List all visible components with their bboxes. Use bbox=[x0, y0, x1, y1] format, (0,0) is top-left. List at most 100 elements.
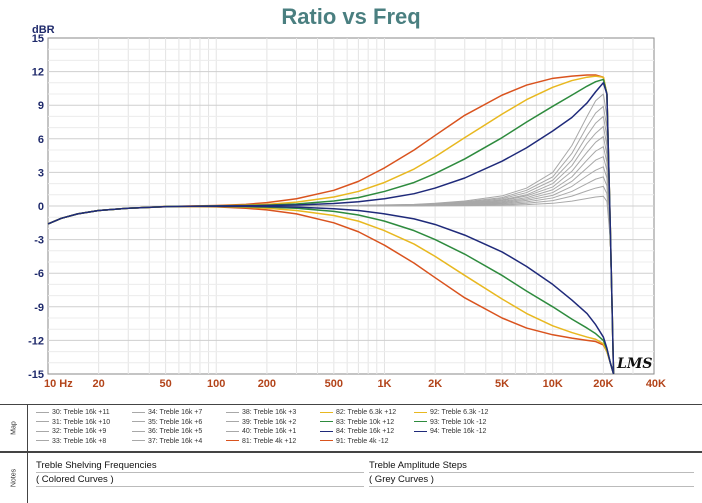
legend-swatch bbox=[36, 411, 49, 413]
x-tick-label: 50 bbox=[159, 378, 171, 390]
legend-item: 94: Treble 16k -12 bbox=[414, 427, 488, 437]
legend-item: 81: Treble 4k +12 bbox=[226, 437, 296, 447]
legend-item: 37: Treble 16k +4 bbox=[132, 437, 202, 447]
y-tick-label: -12 bbox=[28, 335, 44, 347]
legend-item: 92: Treble 6.3k -12 bbox=[414, 408, 488, 418]
legend-label: 84: Treble 16k +12 bbox=[336, 428, 395, 435]
legend-label: 92: Treble 6.3k -12 bbox=[430, 409, 489, 416]
legend-label: 81: Treble 4k +12 bbox=[242, 437, 297, 445]
x-tick-label: 1K bbox=[377, 378, 391, 390]
notes-right-line-2: ( Grey Curves ) bbox=[369, 474, 434, 485]
x-tick-label: 40K bbox=[646, 378, 666, 390]
x-tick-label: 2K bbox=[428, 378, 442, 390]
legend-swatch bbox=[226, 430, 239, 432]
legend-label: 38: Treble 16k +3 bbox=[242, 409, 297, 416]
legend-label: 37: Treble 16k +4 bbox=[148, 437, 203, 445]
legend-label: 33: Treble 16k +8 bbox=[52, 437, 107, 445]
legend-swatch bbox=[36, 440, 49, 442]
legend-item: 38: Treble 16k +3 bbox=[226, 408, 296, 418]
legend-label: 34: Treble 16k +7 bbox=[148, 409, 203, 416]
legend-swatch bbox=[320, 421, 333, 423]
legend-label: 39: Treble 16k +2 bbox=[242, 418, 297, 426]
notes-side-label: Notes bbox=[0, 453, 28, 503]
legend-swatch bbox=[132, 411, 145, 413]
legend-swatch bbox=[132, 440, 145, 442]
legend-label: 36: Treble 16k +5 bbox=[148, 428, 203, 435]
legend-item: 35: Treble 16k +6 bbox=[132, 418, 202, 428]
legend-swatch bbox=[320, 440, 333, 442]
x-tick-label: 200 bbox=[258, 378, 276, 390]
notes-left-rule-1 bbox=[36, 472, 364, 473]
notes-right-line-1: Treble Amplitude Steps bbox=[369, 460, 467, 471]
y-tick-label: 12 bbox=[32, 67, 44, 79]
notes-left-line-1: Treble Shelving Frequencies bbox=[36, 460, 157, 471]
legend-label: 31: Treble 16k +10 bbox=[52, 418, 111, 426]
notes-panel: Notes Treble Shelving Frequencies ( Colo… bbox=[0, 452, 702, 503]
y-tick-label: 0 bbox=[38, 201, 44, 213]
map-panel: Map 30: Treble 16k +11 31: Treble 16k +10… bbox=[0, 404, 702, 452]
legend-label: 32: Treble 16k +9 bbox=[52, 428, 107, 435]
legend-label: 82: Treble 6.3k +12 bbox=[336, 409, 397, 416]
legend-item: 31: Treble 16k +10 bbox=[36, 418, 110, 428]
legend-column-5: 92: Treble 6.3k -12 93: Treble 10k -12 94:… bbox=[414, 408, 488, 437]
notes-right-rule-1 bbox=[369, 472, 694, 473]
legend-swatch bbox=[132, 421, 145, 423]
legend-column-1: 30: Treble 16k +11 31: Treble 16k +10 32: … bbox=[36, 408, 110, 446]
notes-label: Notes bbox=[10, 468, 17, 488]
legend-label: 35: Treble 16k +6 bbox=[148, 418, 203, 426]
notes-left-line-2: ( Colored Curves ) bbox=[36, 474, 114, 485]
legend-swatch bbox=[226, 411, 239, 413]
legend-label: 83: Treble 10k +12 bbox=[336, 418, 395, 426]
legend-column-2: 34: Treble 16k +7 35: Treble 16k +6 36: Tr… bbox=[132, 408, 202, 446]
legend-item: 91: Treble 4k -12 bbox=[320, 437, 396, 447]
legend-item: 36: Treble 16k +5 bbox=[132, 427, 202, 437]
legend-label: 93: Treble 10k -12 bbox=[430, 418, 487, 426]
y-tick-label: -6 bbox=[34, 268, 44, 280]
legend-item: 33: Treble 16k +8 bbox=[36, 437, 110, 447]
legend-swatch bbox=[414, 411, 427, 413]
x-tick-label: 500 bbox=[325, 378, 343, 390]
legend-label: 91: Treble 4k -12 bbox=[336, 437, 389, 445]
legend-item: 83: Treble 10k +12 bbox=[320, 418, 396, 428]
notes-right-rule-2 bbox=[369, 486, 694, 487]
legend-swatch bbox=[226, 440, 239, 442]
ratio-vs-freq-chart: Ratio vs Freq dBR 15 12 9 6 3 0 -3 -6 -9 -12 -15 1… bbox=[28, 4, 666, 390]
x-tick-label: 20 bbox=[93, 378, 105, 390]
x-tick-label: 100 bbox=[207, 378, 225, 390]
x-tick-label: 5K bbox=[495, 378, 509, 390]
legend-item: 40: Treble 16k +1 bbox=[226, 427, 296, 437]
curve-94 bbox=[47, 205, 615, 375]
y-tick-label: -3 bbox=[34, 235, 44, 247]
lms-signature: LMS bbox=[616, 356, 652, 372]
chart-title: Ratio vs Freq bbox=[281, 4, 420, 29]
legend-swatch bbox=[320, 411, 333, 413]
legend-swatch bbox=[414, 430, 427, 432]
legend-swatch bbox=[320, 430, 333, 432]
legend-swatch bbox=[414, 421, 427, 423]
legend-swatch bbox=[36, 430, 49, 432]
legend-item: 32: Treble 16k +9 bbox=[36, 427, 110, 437]
y-tick-label: 15 bbox=[32, 33, 44, 45]
notes-left-rule-2 bbox=[36, 486, 364, 487]
legend-swatch bbox=[226, 421, 239, 423]
x-tick-label: 10K bbox=[543, 378, 563, 390]
y-tick-label: 3 bbox=[38, 167, 44, 179]
y-tick-labels: 15 12 9 6 3 0 -3 -6 -9 -12 -15 bbox=[28, 33, 44, 381]
legend-label: 30: Treble 16k +11 bbox=[52, 409, 110, 416]
curves bbox=[47, 74, 615, 375]
map-side-label: Map bbox=[0, 405, 28, 451]
legend-swatch bbox=[36, 421, 49, 423]
x-tick-labels: 10 Hz 20 50 100 200 500 1K 2K 5K 10K 20K 40K bbox=[44, 378, 666, 390]
legend-item: 30: Treble 16k +11 bbox=[36, 408, 110, 418]
legend-item: 93: Treble 10k -12 bbox=[414, 418, 488, 428]
legend-column-3: 38: Treble 16k +3 39: Treble 16k +2 40: Tr… bbox=[226, 408, 296, 446]
x-tick-label: 10 Hz bbox=[44, 378, 73, 390]
y-tick-label: 9 bbox=[38, 100, 44, 112]
legend-item: 84: Treble 16k +12 bbox=[320, 427, 396, 437]
legend-item: 34: Treble 16k +7 bbox=[132, 408, 202, 418]
legend-swatch bbox=[132, 430, 145, 432]
map-label: Map bbox=[10, 421, 17, 435]
legend-column-4: 82: Treble 6.3k +12 83: Treble 10k +12 84:… bbox=[320, 408, 396, 446]
y-tick-label: -15 bbox=[28, 369, 44, 381]
legend-label: 40: Treble 16k +1 bbox=[242, 428, 297, 435]
